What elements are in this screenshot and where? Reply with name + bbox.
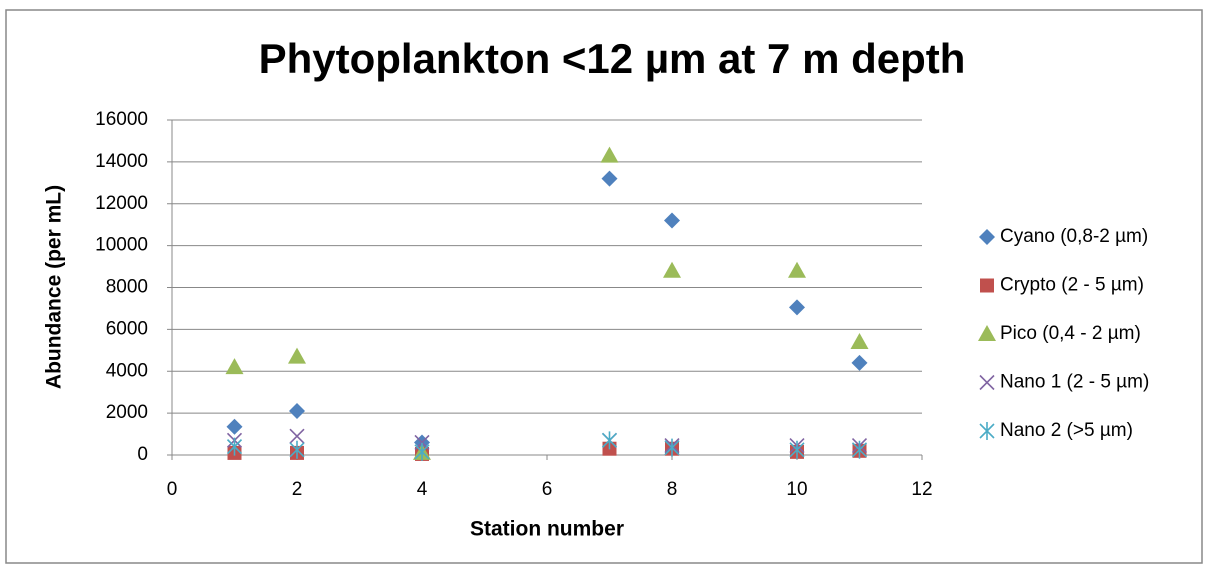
y-tick-label: 16000 (95, 109, 148, 130)
data-point (663, 261, 681, 278)
y-tick-label: 12000 (95, 193, 148, 214)
data-point (225, 358, 244, 375)
y-tick-label: 0 (137, 444, 148, 465)
legend-label: Cyano (0,8-2 µm) (1000, 226, 1148, 247)
y-tick-label: 6000 (106, 318, 148, 339)
x-tick-label: 4 (417, 479, 428, 500)
data-point (851, 440, 868, 459)
x-tick-label: 12 (911, 479, 932, 500)
data-point (788, 261, 806, 278)
y-tick-label: 10000 (95, 235, 148, 256)
data-point (789, 440, 805, 459)
data-point (289, 440, 305, 459)
legend-label: Nano 2 (>5 µm) (1000, 420, 1133, 441)
x-tick-label: 0 (167, 479, 178, 500)
chart-border (5, 9, 1203, 564)
legend-marker (979, 422, 995, 440)
data-point (601, 431, 618, 450)
legend-marker (979, 374, 995, 391)
legend-marker (978, 325, 996, 341)
data-point (600, 146, 619, 163)
data-point (664, 438, 680, 457)
y-tick-label: 4000 (106, 360, 148, 381)
y-tick-label: 14000 (95, 151, 148, 172)
data-point (289, 428, 305, 444)
legend-label: Pico (0,4 - 2 µm) (1000, 323, 1141, 344)
legend-label: Nano 1 (2 - 5 µm) (1000, 372, 1149, 393)
x-axis-label: Station number (470, 518, 624, 541)
data-point (850, 332, 869, 349)
y-tick-label: 8000 (106, 277, 148, 298)
data-point (288, 347, 306, 364)
legend-marker (980, 278, 994, 293)
x-tick-label: 10 (786, 479, 807, 500)
data-point (664, 212, 680, 229)
legend-marker (979, 229, 995, 245)
y-axis-label: Abundance (per mL) (43, 185, 66, 389)
data-point (226, 437, 243, 456)
data-point (414, 442, 430, 461)
x-tick-label: 8 (667, 479, 678, 500)
data-point (226, 418, 243, 435)
data-point (289, 403, 305, 420)
data-point (601, 170, 618, 187)
chart-title: Phytoplankton <12 µm at 7 m depth (259, 35, 966, 82)
x-tick-label: 6 (542, 479, 553, 500)
x-tick-label: 2 (292, 479, 303, 500)
y-tick-label: 2000 (106, 402, 148, 423)
legend-label: Crypto (2 - 5 µm) (1000, 275, 1144, 296)
data-point (851, 354, 868, 371)
data-point (789, 299, 805, 316)
